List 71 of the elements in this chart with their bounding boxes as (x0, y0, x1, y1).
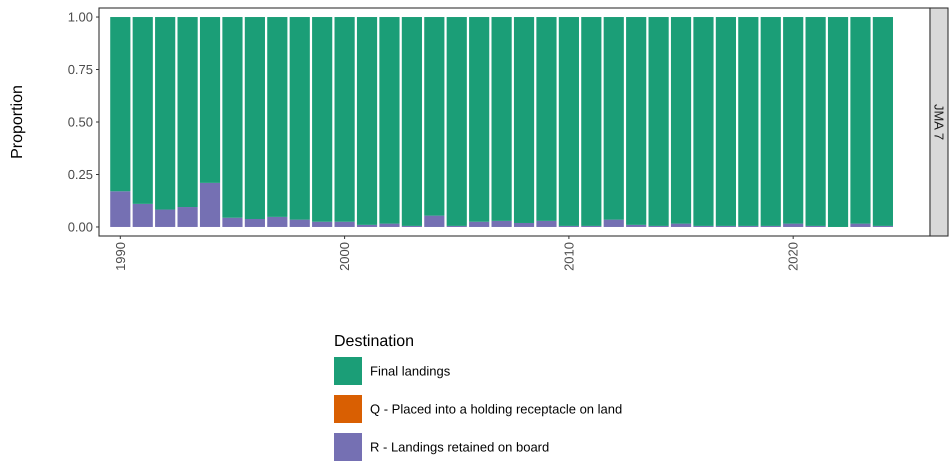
bar (693, 17, 714, 226)
bar (536, 17, 557, 221)
bar (581, 17, 602, 226)
bar (200, 17, 220, 183)
bar (290, 17, 310, 220)
bar (850, 17, 871, 224)
bar (828, 17, 848, 227)
bar (469, 17, 490, 222)
y-tick-label: 0.25 (68, 167, 93, 182)
bar (670, 17, 692, 224)
x-tick-label: 2020 (786, 242, 801, 271)
y-tick-label: 0.00 (68, 220, 93, 235)
bar (178, 17, 198, 208)
bar (760, 17, 781, 226)
bar (402, 17, 422, 226)
bar (155, 210, 176, 227)
bar (514, 17, 534, 223)
legend-label: Q - Placed into a holding receptacle on land (370, 402, 622, 417)
legend-label: Final landings (370, 364, 451, 379)
bar (356, 17, 378, 225)
bar (312, 17, 332, 222)
x-tick-label: 1990 (112, 242, 128, 271)
bar (379, 224, 400, 227)
bar (604, 220, 624, 227)
bar (110, 17, 130, 192)
bar (267, 17, 288, 217)
bar (334, 222, 355, 227)
bar (222, 17, 243, 218)
x-tick-label: 2000 (337, 242, 352, 271)
bar (222, 218, 243, 227)
bar (536, 220, 557, 227)
y-axis-title: Proportion (9, 85, 26, 159)
bar (648, 17, 669, 226)
bar (806, 17, 826, 226)
bar (872, 17, 893, 226)
bar (604, 17, 624, 220)
bar (244, 218, 265, 227)
legend-label: R - Landings retained on board (370, 440, 550, 455)
bar (178, 207, 198, 227)
bar (110, 191, 130, 227)
y-tick-label: 0.75 (68, 62, 93, 78)
bar (290, 220, 310, 227)
bar (267, 216, 288, 227)
bar (670, 224, 692, 227)
bar (783, 17, 804, 224)
bar (155, 17, 176, 210)
bar (716, 17, 736, 226)
bar (783, 224, 804, 227)
x-tick-label: 2010 (561, 242, 576, 271)
bar (626, 17, 646, 225)
bar (312, 222, 332, 227)
bar (446, 17, 467, 226)
y-tick-label: 0.50 (68, 114, 93, 130)
text: JMA 7 (931, 104, 946, 140)
bar (738, 17, 758, 226)
bar (379, 17, 400, 224)
bar (492, 220, 512, 227)
bar (334, 17, 355, 222)
bar (424, 216, 444, 227)
bar (514, 222, 534, 227)
bar (424, 17, 444, 216)
bar (200, 182, 220, 227)
bar (558, 17, 579, 226)
y-tick-label: 1.00 (68, 10, 93, 25)
bar (132, 17, 153, 204)
bar (492, 17, 512, 221)
bar (469, 222, 490, 227)
bar (132, 204, 153, 227)
bar (244, 17, 265, 219)
bar (850, 224, 871, 227)
legend-title: Destination (334, 333, 414, 350)
